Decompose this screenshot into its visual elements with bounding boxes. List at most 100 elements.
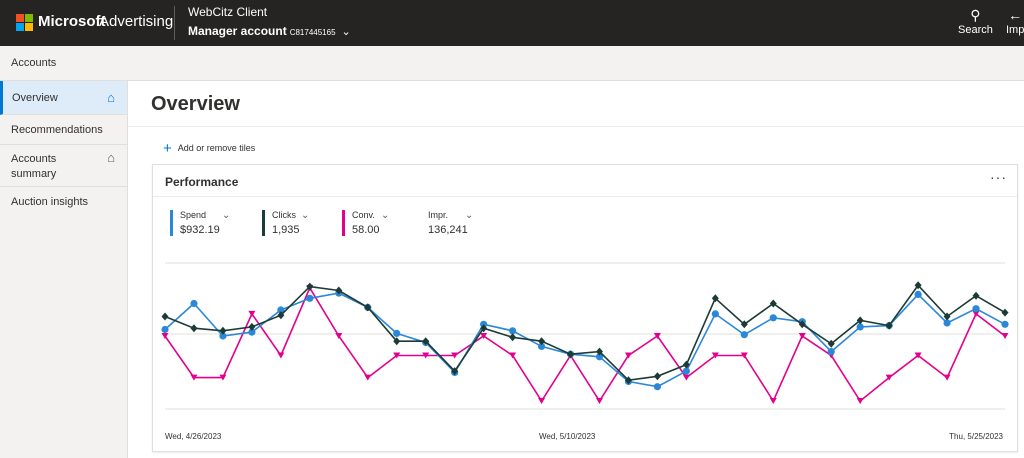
data-point-conv[interactable] [711, 352, 719, 359]
data-point-conv[interactable] [422, 352, 430, 359]
data-point-clicks[interactable] [219, 326, 227, 335]
data-point-clicks[interactable] [393, 337, 401, 346]
data-point-clicks[interactable] [885, 321, 893, 330]
data-point-spend[interactable] [943, 319, 951, 327]
data-point-spend[interactable] [653, 383, 662, 391]
data-point-spend[interactable] [190, 299, 198, 308]
brand-name[interactable]: Microsoft [38, 13, 106, 30]
data-point-clicks[interactable] [653, 372, 661, 381]
metric-label: Spend [180, 210, 207, 220]
sidebar-item-label: Recommendations [11, 124, 103, 136]
import-button[interactable]: ← Imp [1006, 6, 1024, 36]
data-point-spend[interactable] [827, 348, 835, 356]
data-point-conv[interactable] [769, 398, 777, 404]
data-point-conv[interactable] [943, 374, 951, 381]
data-point-spend[interactable] [740, 331, 748, 339]
data-point-clicks[interactable] [451, 367, 459, 376]
data-point-spend[interactable] [972, 305, 980, 313]
data-point-clicks[interactable] [364, 303, 372, 312]
product-name[interactable]: Advertising [99, 13, 174, 30]
data-point-conv[interactable] [914, 352, 922, 359]
data-point-conv[interactable] [856, 398, 864, 404]
add-remove-tiles-button[interactable]: + Add or remove tiles [163, 140, 255, 157]
sidebar-item-auction-insights[interactable]: Auction insights [0, 187, 127, 217]
data-point-spend[interactable] [769, 314, 777, 322]
data-point-conv[interactable] [451, 352, 459, 359]
chevron-down-icon[interactable]: ⌄ [465, 210, 474, 221]
data-point-spend[interactable] [537, 342, 546, 350]
data-point-clicks[interactable] [943, 312, 951, 321]
data-point-spend[interactable] [248, 328, 256, 336]
data-point-clicks[interactable] [769, 299, 777, 308]
data-point-clicks[interactable] [161, 312, 169, 321]
data-point-conv[interactable] [740, 352, 748, 359]
sidebar-item-recommendations[interactable]: Recommendations [0, 115, 127, 145]
data-point-conv[interactable] [682, 374, 690, 381]
data-point-conv[interactable] [798, 333, 806, 339]
data-point-conv[interactable] [364, 374, 372, 381]
data-point-spend[interactable] [1001, 320, 1009, 328]
data-point-spend[interactable] [595, 353, 604, 361]
data-point-conv[interactable] [1001, 333, 1009, 339]
x-axis-label-middle: Wed, 5/10/2023 [539, 432, 596, 441]
data-point-spend[interactable] [219, 332, 227, 340]
chevron-down-icon[interactable]: ⌄ [301, 210, 310, 221]
data-point-clicks[interactable] [914, 281, 922, 290]
data-point-spend[interactable] [161, 325, 169, 334]
data-point-clicks[interactable] [595, 347, 603, 356]
main-content: Overview + Add or remove tiles Performanc… [128, 81, 1024, 458]
sidebar-item-overview[interactable]: Overview ⌂ [0, 81, 127, 115]
data-point-clicks[interactable] [711, 294, 719, 303]
data-point-clicks[interactable] [827, 339, 835, 348]
data-point-conv[interactable] [972, 310, 980, 317]
data-point-clicks[interactable] [1001, 308, 1009, 317]
data-point-spend[interactable] [856, 323, 864, 331]
data-point-conv[interactable] [277, 352, 285, 359]
metric-label: Clicks [272, 210, 296, 220]
data-point-conv[interactable] [538, 398, 546, 404]
data-point-spend[interactable] [508, 327, 517, 335]
data-point-clicks[interactable] [798, 320, 806, 329]
data-point-spend[interactable] [914, 290, 922, 298]
data-point-spend[interactable] [711, 310, 719, 318]
sidebar-item-accounts-summary[interactable]: Accounts summary ⌂ [0, 145, 127, 187]
data-point-clicks[interactable] [480, 324, 488, 333]
data-point-conv[interactable] [885, 374, 893, 381]
data-point-conv[interactable] [248, 310, 256, 317]
data-point-clicks[interactable] [972, 291, 980, 300]
search-button[interactable]: ⚲ Search [958, 6, 993, 36]
data-point-clicks[interactable] [740, 320, 748, 329]
data-point-spend[interactable] [277, 306, 285, 314]
data-point-conv[interactable] [480, 333, 488, 339]
data-point-clicks[interactable] [856, 316, 864, 325]
data-point-conv[interactable] [161, 333, 169, 339]
data-point-clicks[interactable] [509, 333, 517, 342]
data-point-conv[interactable] [190, 374, 198, 381]
data-point-clicks[interactable] [335, 286, 343, 295]
data-point-clicks[interactable] [248, 322, 256, 331]
data-point-conv[interactable] [335, 333, 343, 339]
data-point-clicks[interactable] [190, 324, 198, 333]
data-point-conv[interactable] [393, 352, 401, 359]
data-point-spend[interactable] [306, 294, 314, 302]
account-picker[interactable]: Manager account C817445165 ⌄ [188, 24, 351, 38]
data-point-clicks[interactable] [567, 350, 575, 359]
data-point-spend[interactable] [682, 367, 690, 375]
chevron-down-icon[interactable]: ⌄ [381, 210, 390, 221]
accounts-link[interactable]: Accounts [11, 57, 57, 69]
data-point-clicks[interactable] [422, 337, 430, 346]
chevron-down-icon[interactable]: ⌄ [222, 210, 231, 221]
data-point-clicks[interactable] [277, 311, 285, 320]
data-point-clicks[interactable] [538, 337, 546, 346]
search-label: Search [958, 24, 993, 36]
data-point-conv[interactable] [509, 352, 517, 359]
data-point-conv[interactable] [653, 333, 661, 339]
data-point-conv[interactable] [595, 398, 603, 404]
data-point-clicks[interactable] [624, 376, 632, 385]
data-point-conv[interactable] [219, 374, 227, 381]
data-point-clicks[interactable] [682, 360, 690, 369]
data-point-spend[interactable] [393, 329, 401, 337]
data-point-conv[interactable] [624, 352, 632, 359]
data-point-clicks[interactable] [306, 282, 314, 291]
more-options-button[interactable]: ··· [990, 169, 1007, 185]
